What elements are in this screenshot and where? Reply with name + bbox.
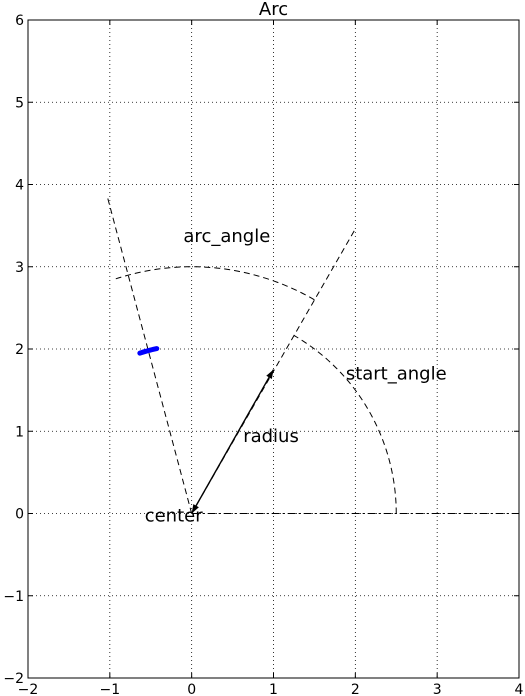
chart-title: Arc xyxy=(259,0,288,20)
annotation-start-angle: start_angle xyxy=(346,363,447,384)
y-tick-label: 6 xyxy=(15,13,24,29)
radius-arrowhead-start xyxy=(191,504,199,514)
x-tick-label: 2 xyxy=(351,682,360,696)
start-angle-arc xyxy=(293,334,397,514)
plot-area xyxy=(106,196,519,514)
x-tick-label: 3 xyxy=(433,682,442,696)
y-tick-label: 2 xyxy=(15,342,24,358)
y-tick-label: −2 xyxy=(3,671,24,687)
annotation-radius: radius xyxy=(243,426,299,447)
x-tick-label: 0 xyxy=(187,682,196,696)
grid xyxy=(28,20,519,678)
ticks: −2 −1 0 1 2 3 4 −2 −1 0 1 2 3 4 5 6 xyxy=(3,13,523,696)
y-tick-label: −1 xyxy=(3,589,24,605)
y-tick-label: 3 xyxy=(15,260,24,276)
radius-arrow xyxy=(191,369,275,514)
x-tick-label: 4 xyxy=(515,682,524,696)
dashed-ray xyxy=(106,196,193,514)
annotation-arc-angle: arc_angle xyxy=(183,226,270,247)
x-tick-label: −1 xyxy=(100,682,121,696)
y-tick-label: 1 xyxy=(15,424,24,440)
x-tick-label: 1 xyxy=(269,682,278,696)
x-tick-label: −2 xyxy=(18,682,39,696)
radius-arrowhead-end xyxy=(266,369,274,379)
blue-arc xyxy=(137,346,160,356)
arc-angle-arc xyxy=(115,266,315,301)
y-tick-label: 4 xyxy=(15,178,24,194)
y-tick-label: 0 xyxy=(15,507,24,523)
annotation-center: center xyxy=(145,506,204,527)
y-tick-label: 5 xyxy=(15,95,24,111)
